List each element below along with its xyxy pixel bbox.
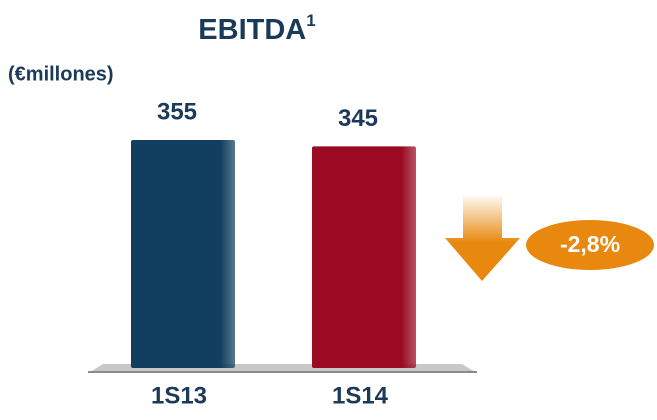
value-label: 355 [157,98,197,125]
bar [131,140,235,368]
annotation-oval [526,220,654,270]
chart-title: EBITDA1 [198,11,315,45]
title-superscript: 1 [306,11,315,30]
annotation: -2,8% [560,231,620,257]
x-tick-label: 1S13 [151,382,207,409]
unit-label: (€millones) [8,63,114,85]
value-label: 345 [338,105,378,132]
down-arrow [445,196,520,281]
x-tick-label: 1S14 [332,382,389,409]
bar [312,146,416,368]
title-text: EBITDA [198,14,306,46]
